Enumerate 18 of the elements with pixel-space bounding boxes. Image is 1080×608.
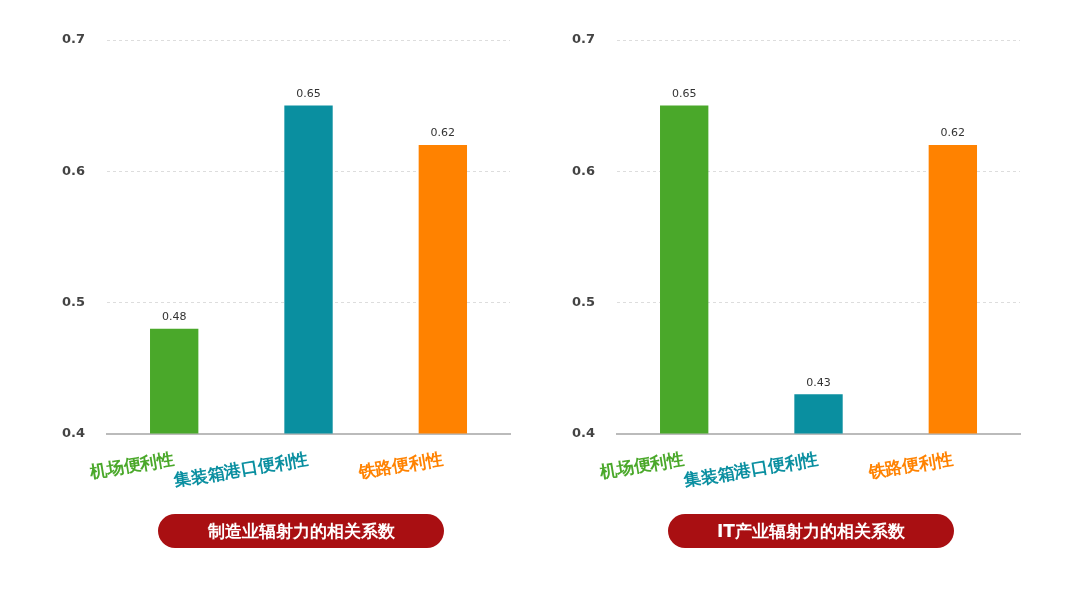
x-tick-label: 铁路便利性 (866, 448, 955, 483)
x-axis-title: 制造业辐射力的相关系数 (158, 514, 444, 548)
y-tick-label: 0.7 (62, 31, 86, 47)
y-tick-label: 0.6 (572, 162, 596, 178)
x-axis-title: IT产业辐射力的相关系数 (668, 514, 954, 548)
y-tick-label: 0.4 (62, 424, 86, 440)
data-label: 0.48 (161, 310, 187, 323)
data-label: 0.62 (430, 126, 456, 140)
y-tick-label: 0.6 (62, 162, 86, 178)
data-label: 0.65 (296, 86, 321, 100)
y-tick-label: 0.5 (572, 293, 596, 309)
y-tick-label: 0.4 (572, 424, 596, 440)
data-label: 0.62 (940, 126, 966, 140)
data-label: 0.65 (671, 86, 697, 100)
y-tick-label: 0.7 (572, 31, 596, 47)
y-tick-label: 0.5 (62, 293, 86, 309)
data-label: 0.43 (806, 375, 831, 389)
x-tick-label: 铁路便利性 (356, 448, 445, 483)
